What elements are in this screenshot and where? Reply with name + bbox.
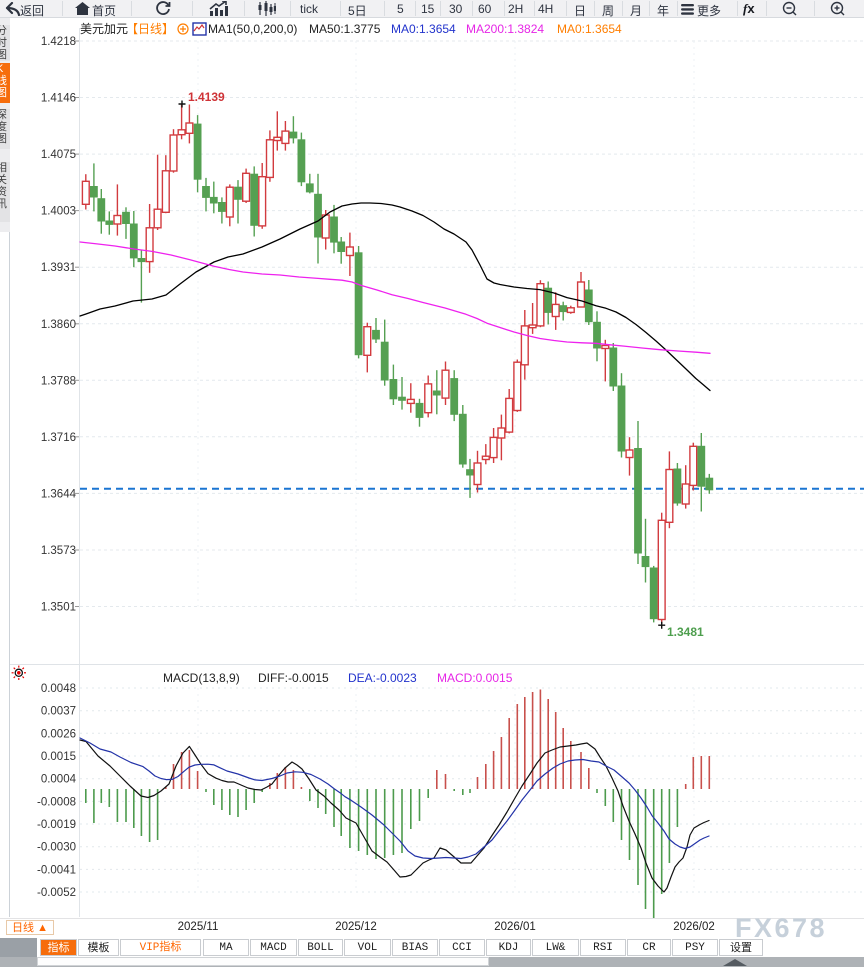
svg-text:1.4075: 1.4075: [41, 149, 76, 161]
svg-text:DEA:-0.0023: DEA:-0.0023: [348, 671, 417, 685]
svg-text:1.3481: 1.3481: [667, 625, 704, 639]
svg-text:0.0037: 0.0037: [41, 706, 76, 718]
svg-text:-0.0019: -0.0019: [37, 819, 76, 831]
svg-text:-0.0041: -0.0041: [37, 864, 76, 876]
svg-text:1.4218: 1.4218: [41, 36, 76, 48]
svg-text:MA0:1.3654: MA0:1.3654: [557, 22, 622, 36]
svg-text:-0.0052: -0.0052: [37, 887, 76, 899]
svg-text:0.0026: 0.0026: [41, 728, 76, 740]
svg-text:MACD:0.0015: MACD:0.0015: [437, 671, 513, 685]
svg-text:1.3573: 1.3573: [41, 545, 76, 557]
svg-text:美元加元: 美元加元: [80, 22, 128, 36]
svg-text:DIFF:-0.0015: DIFF:-0.0015: [258, 671, 329, 685]
svg-text:0.0048: 0.0048: [41, 683, 76, 695]
svg-text:MACD(13,8,9): MACD(13,8,9): [163, 671, 240, 685]
svg-text:1.4139: 1.4139: [188, 90, 225, 104]
svg-text:1.4003: 1.4003: [41, 206, 76, 218]
svg-text:1.3788: 1.3788: [41, 375, 76, 387]
svg-text:1.3931: 1.3931: [41, 262, 76, 274]
svg-text:1.3716: 1.3716: [41, 432, 76, 444]
svg-text:1.4146: 1.4146: [41, 93, 76, 105]
svg-text:MA50:1.3775: MA50:1.3775: [309, 22, 381, 36]
svg-text:0.0004: 0.0004: [41, 774, 77, 786]
svg-text:MA200:1.3824: MA200:1.3824: [466, 22, 544, 36]
svg-text:1.3860: 1.3860: [41, 319, 76, 331]
svg-text:1.3501: 1.3501: [41, 602, 76, 614]
svg-text:1.3644: 1.3644: [41, 488, 77, 500]
svg-text:MA0:1.3654: MA0:1.3654: [391, 22, 456, 36]
svg-text:-0.0008: -0.0008: [37, 796, 76, 808]
svg-text:【日线】: 【日线】: [126, 22, 174, 36]
svg-text:MA1(50,0,200,0): MA1(50,0,200,0): [208, 22, 297, 36]
svg-text:-0.0030: -0.0030: [37, 842, 76, 854]
svg-text:0.0015: 0.0015: [41, 751, 76, 763]
